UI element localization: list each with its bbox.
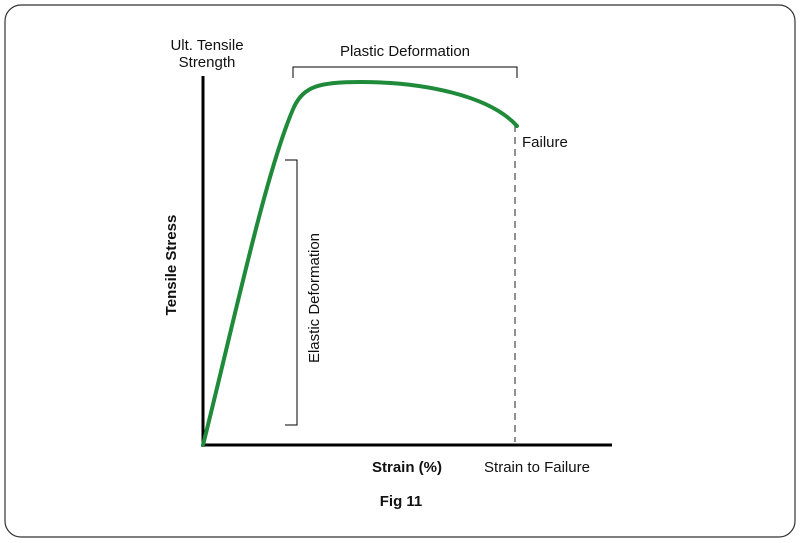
failure-label: Failure [522, 134, 568, 151]
elastic-label: Elastic Deformation [306, 233, 323, 363]
ult-tensile-label: Strength [179, 54, 236, 71]
caption: Fig 11 [380, 493, 423, 510]
ult-tensile-label: Ult. Tensile [170, 37, 243, 54]
strain-to-failure-label: Strain to Failure [484, 459, 590, 476]
plastic-label: Plastic Deformation [340, 43, 470, 60]
x-axis-label: Strain (%) [372, 459, 442, 476]
stress-strain-curve [201, 79, 519, 447]
plastic-bracket [292, 66, 518, 78]
elastic-bracket [285, 159, 298, 426]
y-axis-label: Tensile Stress [163, 215, 180, 316]
